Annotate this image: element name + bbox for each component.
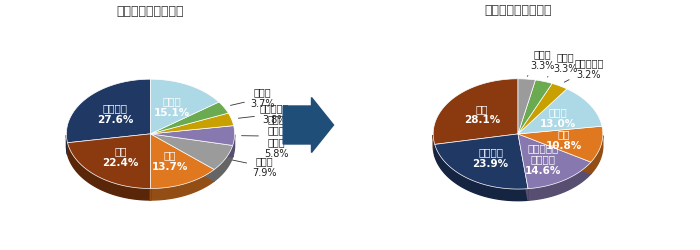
Polygon shape	[232, 135, 234, 157]
Text: 帽子類
3.3%: 帽子類 3.3%	[547, 52, 577, 77]
Text: 携帯電話及
び付属品
14.6%: 携帯電話及 び付属品 14.6%	[525, 143, 561, 176]
Polygon shape	[518, 79, 536, 134]
Polygon shape	[150, 126, 234, 146]
Polygon shape	[518, 134, 591, 174]
Polygon shape	[150, 134, 232, 170]
Polygon shape	[518, 80, 552, 134]
Polygon shape	[435, 134, 518, 156]
Text: 衣類
22.4%: 衣類 22.4%	[102, 146, 139, 168]
Polygon shape	[66, 135, 67, 154]
Text: 帽子類
3.7%: 帽子類 3.7%	[230, 87, 274, 109]
Text: 身辺細貨類
3.8%: 身辺細貨類 3.8%	[239, 103, 289, 125]
Text: 身辺細貨類
3.2%: 身辺細貨類 3.2%	[564, 58, 603, 82]
Polygon shape	[433, 135, 435, 156]
Text: 携帯電
話及び
付属品
5.8%: 携帯電 話及び 付属品 5.8%	[241, 114, 288, 158]
Text: 靴類
13.7%: 靴類 13.7%	[152, 150, 188, 172]
Polygon shape	[67, 134, 150, 188]
Polygon shape	[591, 136, 603, 174]
Text: （令和４年上半期）: （令和４年上半期）	[117, 6, 184, 18]
Text: 靴類
10.8%: 靴類 10.8%	[545, 129, 582, 151]
Polygon shape	[518, 134, 528, 200]
Text: 時計類
3.3%: 時計類 3.3%	[527, 49, 554, 76]
Text: 衣類
28.1%: 衣類 28.1%	[464, 104, 500, 126]
Polygon shape	[67, 143, 150, 200]
Polygon shape	[150, 134, 214, 181]
Polygon shape	[150, 134, 214, 188]
Polygon shape	[150, 134, 214, 181]
Polygon shape	[435, 134, 528, 189]
Polygon shape	[67, 134, 150, 154]
Text: （令和５年上半期）: （令和５年上半期）	[484, 4, 552, 18]
Polygon shape	[150, 79, 219, 134]
Polygon shape	[67, 134, 150, 154]
Polygon shape	[518, 134, 591, 174]
Text: 時計類
7.9%: 時計類 7.9%	[232, 156, 276, 178]
Polygon shape	[528, 162, 591, 200]
Polygon shape	[66, 79, 150, 143]
Text: その他
15.1%: その他 15.1%	[153, 96, 190, 118]
Polygon shape	[435, 144, 528, 201]
Text: その他
13.0%: その他 13.0%	[540, 107, 576, 129]
Polygon shape	[150, 102, 228, 134]
Polygon shape	[435, 134, 518, 156]
Polygon shape	[518, 89, 602, 134]
Polygon shape	[150, 170, 214, 200]
Polygon shape	[150, 113, 234, 134]
Polygon shape	[433, 79, 518, 144]
Text: バッグ類
23.9%: バッグ類 23.9%	[473, 148, 509, 169]
Polygon shape	[150, 134, 232, 157]
Polygon shape	[518, 134, 528, 200]
Polygon shape	[518, 126, 603, 162]
Polygon shape	[518, 84, 567, 134]
Polygon shape	[214, 146, 232, 181]
Polygon shape	[150, 134, 232, 157]
Polygon shape	[518, 134, 591, 189]
Text: バッグ類
27.6%: バッグ類 27.6%	[97, 104, 134, 125]
FancyArrow shape	[283, 98, 334, 152]
